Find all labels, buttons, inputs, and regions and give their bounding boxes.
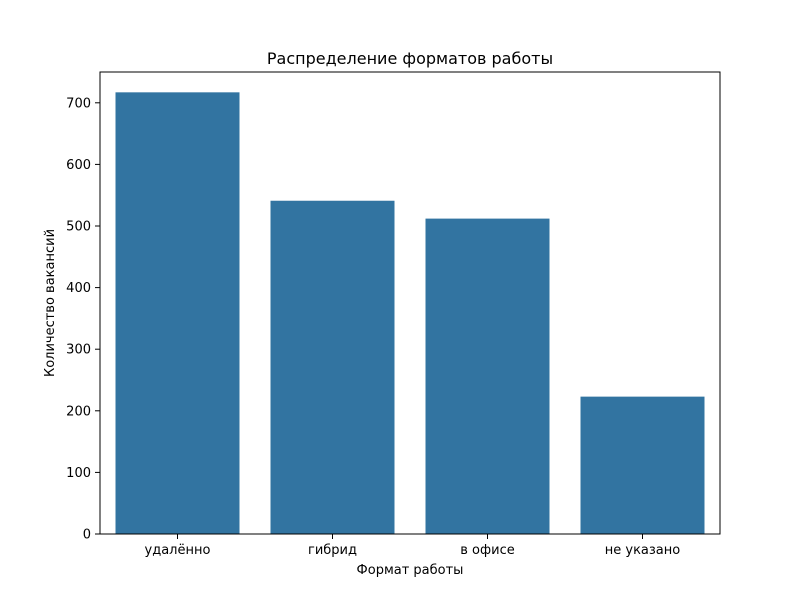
chart-title: Распределение форматов работы bbox=[267, 49, 553, 68]
y-tick-label-5: 400 bbox=[66, 281, 91, 296]
y-tick-label-8: 700 bbox=[66, 96, 91, 111]
x-tick-label-1: удалённо bbox=[145, 543, 211, 558]
y-tick-label-6: 500 bbox=[66, 220, 91, 235]
y-tick-label-3: 200 bbox=[66, 404, 91, 419]
bar-4 bbox=[580, 396, 705, 534]
y-tick-label-2: 100 bbox=[66, 466, 91, 481]
x-tick-label-2: гибрид bbox=[308, 543, 357, 558]
x-tick-label-3: в офисе bbox=[460, 543, 514, 558]
y-tick-label-4: 300 bbox=[66, 343, 91, 358]
bar-3 bbox=[425, 218, 550, 535]
x-tick-label-4: не указано bbox=[605, 543, 681, 558]
y-tick-label-1: 0 bbox=[83, 528, 91, 543]
plot-frame bbox=[99, 71, 721, 535]
bar-2 bbox=[270, 200, 395, 535]
x-axis-label: Формат работы bbox=[357, 563, 464, 578]
y-tick-label-7: 600 bbox=[66, 158, 91, 173]
bar-1 bbox=[115, 92, 240, 534]
plot-area: 0 100 200 300 400 500 600 700 удалённо гибрид в оф… bbox=[66, 71, 721, 558]
y-axis-label: Количество вакансий bbox=[43, 229, 58, 377]
